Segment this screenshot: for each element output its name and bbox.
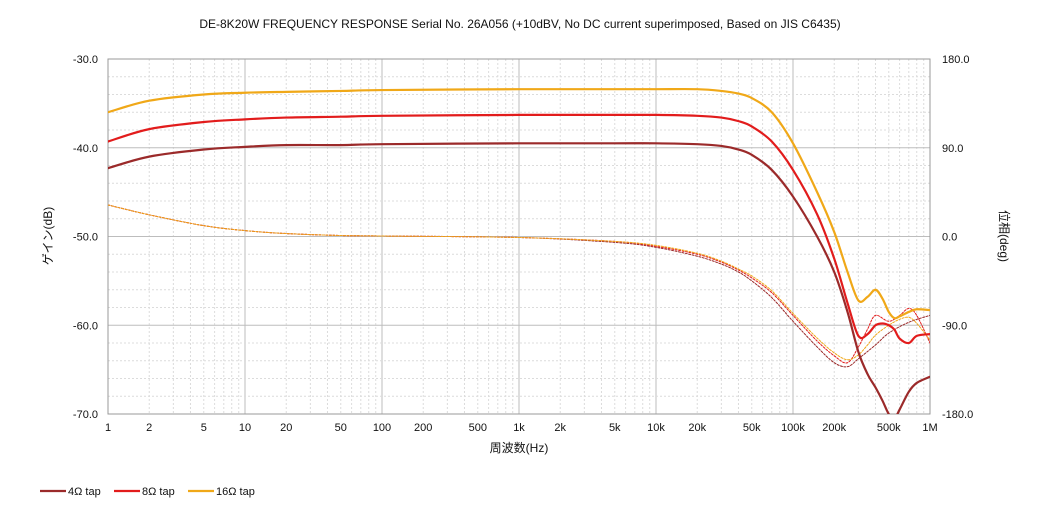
legend-label: 8Ω tap	[142, 486, 175, 498]
y-tick-label-right: -90.0	[942, 320, 967, 332]
x-tick-label: 2	[146, 422, 152, 434]
grid	[107, 58, 930, 415]
x-tick-label: 2k	[554, 422, 566, 434]
gain-line-4Ω-tap	[108, 142, 930, 414]
x-tick-label: 1M	[922, 422, 937, 434]
x-tick-label: 20	[280, 422, 292, 434]
x-tick-label: 10	[239, 422, 251, 434]
x-tick-label: 50k	[743, 422, 761, 434]
chart-title: DE-8K20W FREQUENCY RESPONSE Serial No. 2…	[199, 17, 840, 31]
y-tick-label-left: -60.0	[73, 320, 98, 332]
legend: 4Ω tap 8Ω tap 16Ω tap	[40, 486, 255, 498]
y-tick-label-left: -70.0	[73, 409, 98, 421]
y-tick-label-left: -30.0	[73, 54, 98, 66]
series-layer	[108, 87, 930, 414]
gain-line-16Ω-tap	[108, 87, 930, 320]
x-tick-label: 100	[373, 422, 391, 434]
phase-line-16Ω-tap	[108, 204, 930, 361]
x-tick-label: 5	[201, 422, 207, 434]
y-tick-label-right: -180.0	[942, 409, 973, 421]
x-tick-label: 100k	[781, 422, 805, 434]
tick-labels: 1 2 5 10 20 50 100 200 500 1k 2k 5k 10k 20k 50k 100k 200…	[73, 54, 973, 434]
x-tick-label: 1	[105, 422, 111, 434]
y-tick-label-left: -40.0	[73, 143, 98, 155]
x-axis-label: 周波数(Hz)	[490, 440, 549, 455]
legend-label: 16Ω tap	[216, 486, 255, 498]
plot-frame	[107, 58, 931, 415]
y-tick-label-right: 90.0	[942, 143, 963, 155]
y-axis-label-left: ゲイン(dB)	[41, 207, 55, 265]
x-tick-label: 200k	[822, 422, 846, 434]
legend-label: 4Ω tap	[68, 486, 101, 498]
y-axis-label-right: 位相(deg)	[997, 210, 1012, 262]
x-tick-label: 1k	[513, 422, 525, 434]
x-tick-label: 20k	[688, 422, 706, 434]
y-tick-label-left: -50.0	[73, 232, 98, 244]
y-tick-label-right: 180.0	[942, 54, 970, 66]
y-tick-label-right: 0.0	[942, 232, 957, 244]
x-tick-label: 500k	[877, 422, 901, 434]
x-tick-label: 10k	[647, 422, 665, 434]
x-tick-label: 200	[414, 422, 432, 434]
gain-line-8Ω-tap	[108, 113, 930, 345]
x-tick-label: 5k	[609, 422, 621, 434]
x-tick-label: 500	[469, 422, 487, 434]
x-tick-label: 50	[335, 422, 347, 434]
